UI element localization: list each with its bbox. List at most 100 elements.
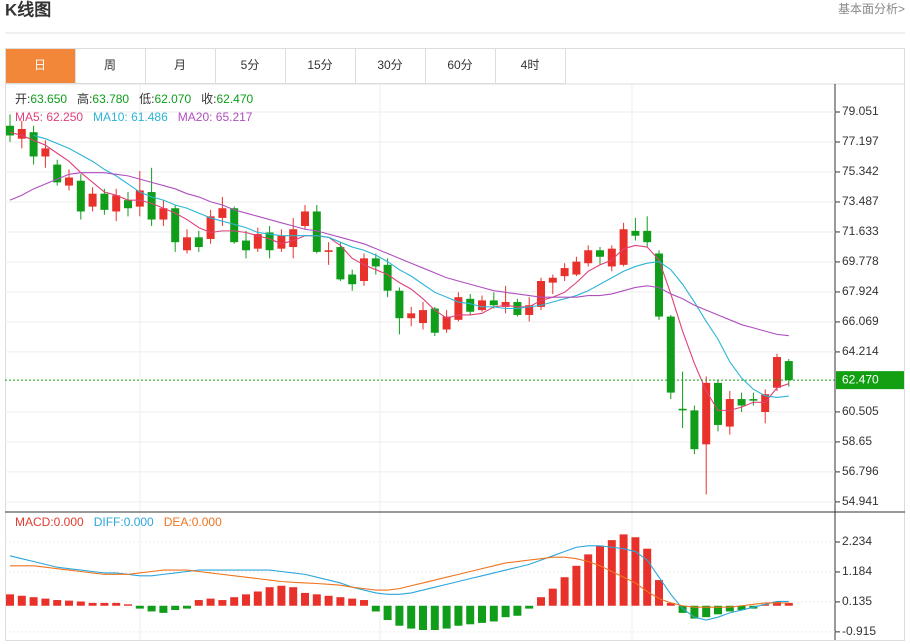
- macd-bar: [454, 605, 463, 626]
- candle-body: [171, 208, 180, 243]
- tab[interactable]: [75, 48, 146, 84]
- candle-body: [159, 208, 168, 220]
- legend-text: DIFF:0.000: [94, 515, 154, 529]
- macd-bar: [301, 592, 309, 606]
- candle-body: [242, 240, 250, 251]
- macd-bar: [194, 600, 203, 606]
- legend-text: 收:: [201, 92, 216, 106]
- tab-label[interactable]: 月: [174, 58, 186, 72]
- candle-body: [76, 180, 85, 212]
- candle-body: [773, 357, 781, 388]
- macd-bar: [702, 605, 711, 618]
- indicator-line: [9, 172, 789, 337]
- macd-bar: [678, 605, 687, 613]
- legend-text: MA20: 65.217: [178, 110, 253, 124]
- tab-label[interactable]: 5分: [241, 58, 260, 72]
- macd-bar: [218, 600, 227, 606]
- legend-text: 62.070: [154, 92, 191, 106]
- macd-bar: [596, 545, 604, 606]
- macd-bar: [690, 605, 699, 619]
- candle-body: [466, 298, 475, 312]
- y-tick-label: 69.778: [842, 254, 879, 268]
- candle-body: [147, 192, 156, 220]
- macd-bar: [395, 605, 404, 626]
- macd-bar: [466, 605, 475, 625]
- candle-body: [430, 308, 439, 333]
- legend-text: 63.780: [92, 92, 129, 106]
- macd-bar: [655, 580, 663, 606]
- candle-body: [737, 399, 746, 406]
- macd-bar: [183, 605, 191, 609]
- macd-bar: [348, 598, 357, 606]
- macd-bar: [371, 605, 380, 612]
- tab-label[interactable]: 60分: [447, 58, 472, 72]
- candle-body: [395, 290, 404, 319]
- macd-bar: [147, 605, 156, 612]
- candle-body: [289, 229, 298, 248]
- candle-body: [607, 248, 616, 267]
- macd-bar: [560, 577, 569, 606]
- y-tick-label: -0.915: [842, 624, 876, 638]
- macd-bar: [289, 587, 298, 606]
- macd-bar: [312, 594, 321, 606]
- candle-body: [17, 128, 26, 139]
- candle-body: [218, 208, 227, 218]
- candle-body: [230, 208, 239, 243]
- legend-text: 高:: [77, 91, 92, 106]
- macd-bar: [277, 585, 286, 606]
- macd-bar: [265, 587, 274, 606]
- legend-text: 低:: [139, 92, 154, 106]
- candle-body: [65, 177, 73, 186]
- candle-body: [596, 250, 604, 257]
- candle-body: [584, 250, 593, 264]
- y-tick-label: 56.796: [842, 464, 879, 478]
- candle-body: [643, 230, 652, 243]
- macd-bar: [489, 605, 498, 622]
- candle-body: [41, 148, 50, 157]
- tab[interactable]: [285, 48, 356, 84]
- macd-bar: [124, 604, 132, 606]
- candle-body: [301, 211, 309, 227]
- y-tick-label: 60.505: [842, 404, 879, 418]
- y-tick-label: 75.342: [842, 164, 879, 178]
- macd-bar: [41, 598, 50, 606]
- candle-body: [725, 399, 734, 427]
- tab-label[interactable]: 15分: [307, 58, 332, 72]
- macd-bar: [666, 602, 675, 606]
- candle-body: [371, 258, 380, 267]
- candle-body: [6, 125, 14, 136]
- tab-label[interactable]: 日: [34, 58, 46, 72]
- macd-bar: [525, 605, 534, 609]
- candle-body: [265, 232, 274, 251]
- analysis-link[interactable]: 基本面分析>: [838, 2, 905, 16]
- indicator-line: [10, 556, 789, 608]
- tab-label[interactable]: 周: [104, 58, 116, 72]
- macd-bar: [324, 595, 333, 606]
- macd-bar: [159, 605, 168, 613]
- candle-body: [88, 193, 97, 207]
- macd-bar: [784, 602, 793, 606]
- last-price-label: 62.470: [842, 372, 879, 386]
- macd-bar: [407, 605, 416, 629]
- y-tick-label: 66.069: [842, 314, 879, 328]
- candle-body: [784, 361, 793, 381]
- vertical-grid: [139, 84, 633, 640]
- macd-bar: [383, 605, 392, 621]
- macd-bar: [360, 600, 368, 606]
- candle-body: [124, 200, 132, 209]
- macd-bar: [17, 595, 26, 606]
- y-tick-label: 71.633: [842, 224, 879, 238]
- candle-body: [194, 237, 203, 248]
- y-tick-label: 64.214: [842, 344, 879, 358]
- last-price-box: [836, 371, 904, 390]
- candle-body: [407, 313, 416, 319]
- tab[interactable]: [145, 48, 216, 84]
- tab-label[interactable]: 30分: [377, 58, 402, 72]
- tab-label[interactable]: 4时: [521, 58, 540, 72]
- macd-bar: [29, 597, 38, 606]
- candle-body: [572, 261, 581, 275]
- candle-body: [383, 264, 392, 291]
- candle-body: [749, 399, 758, 401]
- tab[interactable]: [495, 48, 566, 84]
- tab[interactable]: [5, 48, 76, 84]
